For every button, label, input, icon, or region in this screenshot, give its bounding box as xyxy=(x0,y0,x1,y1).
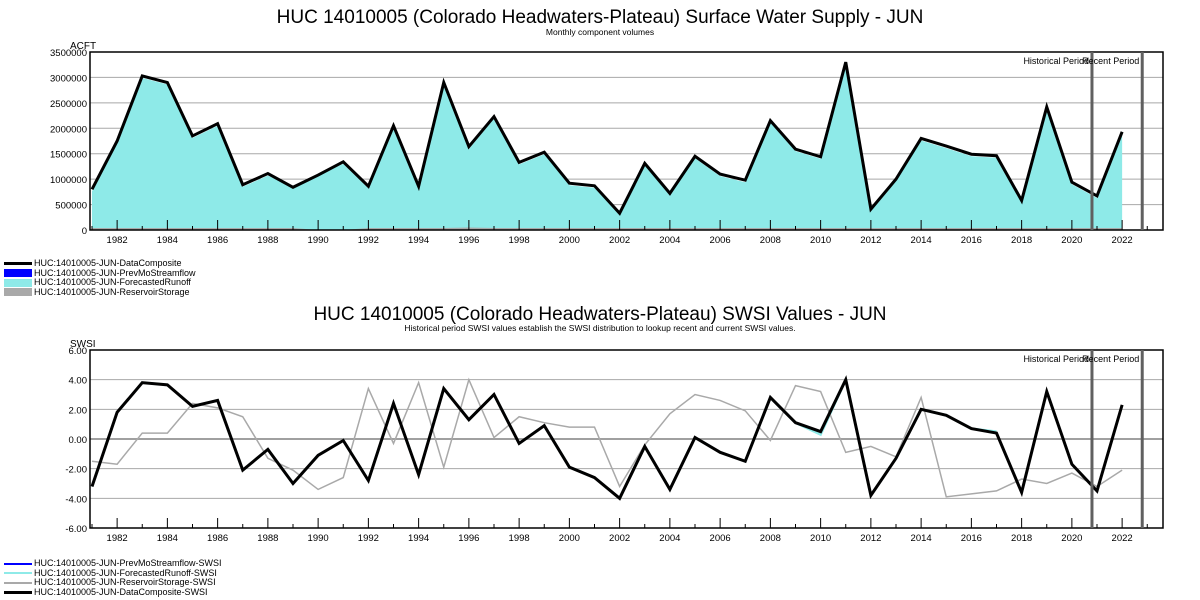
c1-x-tick-label: 1984 xyxy=(157,533,178,544)
c1-x-tick-label: 2004 xyxy=(659,533,680,544)
c0-x-tick-label: 2004 xyxy=(659,235,680,246)
legend-label: HUC:14010005-JUN-DataComposite-SWSI xyxy=(34,586,208,597)
c1-plot-frame xyxy=(89,349,1164,529)
c1-y-tick-label: 0.00 xyxy=(69,435,88,446)
c0-x-tick-label: 1982 xyxy=(107,235,128,246)
c0-x-tick-label: 2012 xyxy=(860,235,881,246)
legend-swatch xyxy=(4,562,32,565)
legend-item: HUC:14010005-JUN-DataComposite-SWSI xyxy=(4,586,222,598)
legend-item: HUC:14010005-JUN-PrevMoStreamflow xyxy=(4,267,196,279)
legend-label: HUC:14010005-JUN-ReservoirStorage xyxy=(34,286,190,297)
legend-swatch xyxy=(4,278,32,287)
c0-x-tick-label: 2022 xyxy=(1112,235,1133,246)
c1-y-tick-label: 6.00 xyxy=(69,346,88,357)
c1-x-tick-label: 1992 xyxy=(358,533,379,544)
c0-x-tick-label: 2016 xyxy=(961,235,982,246)
c1-period-label: Historical Period xyxy=(1023,354,1089,364)
c0-y-tick-label: 500000 xyxy=(55,201,87,212)
c0-y-tick-label: 3500000 xyxy=(50,48,87,59)
c0-x-tick-label: 2010 xyxy=(810,235,831,246)
c0-y-tick-label: 2000000 xyxy=(50,124,87,135)
c1-y-axis-label: SWSI xyxy=(70,339,96,350)
c0-period-label: Historical Period xyxy=(1023,56,1089,66)
legend-swatch xyxy=(4,590,32,594)
c0-x-tick-label: 1986 xyxy=(207,235,228,246)
c1-x-tick-label: 2008 xyxy=(760,533,781,544)
c1-x-tick-label: 2020 xyxy=(1061,533,1082,544)
c0-x-tick-label: 1988 xyxy=(257,235,278,246)
c0-x-tick-label: 1990 xyxy=(308,235,329,246)
c1-x-tick-label: 1986 xyxy=(207,533,228,544)
c1-y-tick-label: -6.00 xyxy=(65,524,87,535)
c1-x-tick-label: 2010 xyxy=(810,533,831,544)
c0-x-tick-label: 2006 xyxy=(710,235,731,246)
c0-x-tick-label: 2002 xyxy=(609,235,630,246)
c1-x-tick-label: 1988 xyxy=(257,533,278,544)
c0-series-line-0 xyxy=(90,61,1124,216)
c0-x-tick-label: 2020 xyxy=(1061,235,1082,246)
legend-swatch xyxy=(4,262,32,266)
c0-x-tick-label: 1992 xyxy=(358,235,379,246)
c0-y-tick-label: 1000000 xyxy=(50,175,87,186)
c1-x-tick-label: 2016 xyxy=(961,533,982,544)
c1-x-tick-label: 1998 xyxy=(509,533,530,544)
c0-x-tick-label: 1998 xyxy=(509,235,530,246)
c0-x-tick-label: 2000 xyxy=(559,235,580,246)
legend-item: HUC:14010005-JUN-ReservoirStorage-SWSI xyxy=(4,577,222,588)
c1-x-tick-label: 2014 xyxy=(911,533,932,544)
c1-x-tick-label: 2006 xyxy=(710,533,731,544)
c1-x-tick-label: 2018 xyxy=(1011,533,1032,544)
c0-x-tick-label: 1996 xyxy=(458,235,479,246)
legend-item: HUC:14010005-JUN-ForecastedRunoff-SWSI xyxy=(4,567,222,579)
c1-title: HUC 14010005 (Colorado Headwaters-Platea… xyxy=(313,304,886,325)
c0-subtitle: Monthly component volumes xyxy=(546,27,654,37)
c0-period-label: Recent Period xyxy=(1082,56,1139,66)
c0-x-tick-label: 2014 xyxy=(911,235,932,246)
c1-series-line-3 xyxy=(90,375,1124,501)
c0-y-tick-label: 1500000 xyxy=(50,150,87,161)
c1-x-tick-label: 1990 xyxy=(308,533,329,544)
legend-label: HUC:14010005-JUN-PrevMoStreamflow-SWSI xyxy=(34,558,222,568)
c1-x-tick-label: 1996 xyxy=(458,533,479,544)
c0-plot-frame xyxy=(89,51,1164,231)
c0-series-area-2 xyxy=(92,64,1123,230)
c1-x-tick-label: 2000 xyxy=(559,533,580,544)
c0-y-tick-label: 3000000 xyxy=(50,73,87,84)
c1-y-tick-label: 4.00 xyxy=(69,376,88,387)
c0-title: HUC 14010005 (Colorado Headwaters-Platea… xyxy=(277,7,924,28)
c1-period-label: Recent Period xyxy=(1082,354,1139,364)
legend-label: HUC:14010005-JUN-ReservoirStorage-SWSI xyxy=(34,577,216,587)
legend-item: HUC:14010005-JUN-PrevMoStreamflow-SWSI xyxy=(4,558,222,569)
legend-label: HUC:14010005-JUN-ForecastedRunoff-SWSI xyxy=(34,567,217,578)
legend-label: HUC:14010005-JUN-ForecastedRunoff xyxy=(34,277,191,287)
c0-x-tick-label: 1994 xyxy=(408,235,429,246)
c1-x-tick-label: 2012 xyxy=(860,533,881,544)
legend-swatch xyxy=(4,288,32,297)
legend-swatch xyxy=(4,572,32,575)
legend-top: HUC:14010005-JUN-DataComposite HUC:14010… xyxy=(4,258,196,298)
legend-label: HUC:14010005-JUN-DataComposite xyxy=(34,258,182,268)
legend-item: HUC:14010005-JUN-ReservoirStorage xyxy=(4,286,196,298)
c0-x-tick-label: 2008 xyxy=(760,235,781,246)
c1-subtitle: Historical period SWSI values establish … xyxy=(404,323,795,333)
legend-label: HUC:14010005-JUN-PrevMoStreamflow xyxy=(34,267,196,278)
c1-y-tick-label: 2.00 xyxy=(69,405,88,416)
c0-x-tick-label: 2018 xyxy=(1011,235,1032,246)
legend-swatch xyxy=(4,269,32,278)
c1-x-tick-label: 2022 xyxy=(1112,533,1133,544)
c1-x-tick-label: 1994 xyxy=(408,533,429,544)
c1-y-tick-label: -2.00 xyxy=(65,465,87,476)
legend-swatch xyxy=(4,581,32,584)
c0-x-tick-label: 1984 xyxy=(157,235,178,246)
c1-x-tick-label: 1982 xyxy=(107,533,128,544)
c1-x-tick-label: 2002 xyxy=(609,533,630,544)
c0-y-axis-label: ACFT xyxy=(70,41,96,52)
c0-y-tick-label: 0 xyxy=(82,226,87,237)
legend-item: HUC:14010005-JUN-DataComposite xyxy=(4,258,196,269)
c0-y-tick-label: 2500000 xyxy=(50,99,87,110)
legend-bottom: HUC:14010005-JUN-PrevMoStreamflow-SWSI H… xyxy=(4,558,222,598)
c1-y-tick-label: -4.00 xyxy=(65,494,87,505)
legend-item: HUC:14010005-JUN-ForecastedRunoff xyxy=(4,277,196,288)
